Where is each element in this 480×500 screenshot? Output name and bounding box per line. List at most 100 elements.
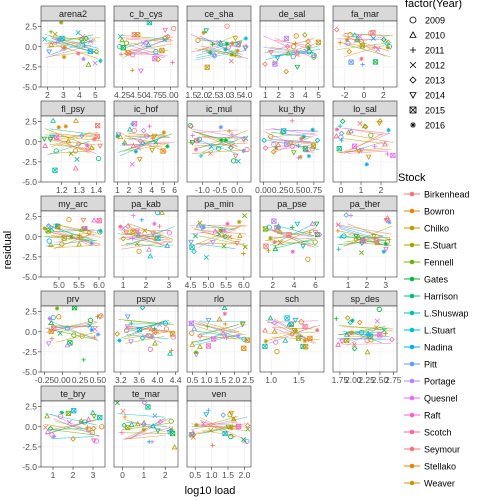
trend-line: [196, 43, 241, 56]
x-tick-label: 0.25: [72, 375, 89, 385]
data-point: [236, 423, 242, 429]
data-point: [210, 443, 215, 448]
data-point: [262, 226, 269, 232]
data-point: [124, 327, 130, 333]
trend-line: [342, 343, 392, 345]
data-point: [208, 427, 214, 433]
data-point: [189, 140, 196, 146]
data-point: [291, 328, 298, 334]
data-point: [81, 357, 86, 363]
trend-line: [199, 320, 242, 323]
data-point: [357, 34, 363, 40]
data-point: [59, 241, 65, 247]
x-tick-label: 2: [163, 470, 168, 480]
x-tick-label: 2.0: [197, 90, 209, 100]
data-point: [189, 341, 196, 347]
x-tick-label: 2: [381, 90, 386, 100]
data-point: [298, 319, 304, 325]
data-point: [335, 228, 341, 234]
data-point: [78, 36, 85, 43]
data-point: [45, 223, 52, 229]
x-tick-label: 4: [303, 90, 308, 100]
data-point: [296, 155, 301, 160]
data-point: [203, 412, 210, 418]
panel-border: [113, 400, 179, 468]
data-point: [387, 219, 392, 225]
data-point: [168, 418, 174, 424]
data-point: [335, 222, 341, 228]
trend-line: [266, 132, 315, 138]
data-point: [243, 36, 249, 41]
trend-line: [125, 226, 175, 247]
legend-stock-label: Portage: [424, 377, 456, 387]
legend-stock-label: Raft: [424, 411, 441, 421]
x-tick-label: 4: [149, 185, 154, 195]
data-point: [90, 425, 97, 432]
data-point: [80, 34, 86, 40]
data-point: [97, 143, 103, 149]
legend-stock-item: Fennell: [404, 258, 454, 268]
y-tick-label: -5.0: [22, 367, 37, 377]
x-tick-label: 0.25: [272, 185, 289, 195]
data-point: [296, 143, 301, 149]
legend-stock-swatch-dot: [409, 208, 415, 214]
data-point: [83, 35, 89, 42]
data-point: [117, 44, 123, 50]
data-point: [277, 239, 283, 245]
legend-stock-label: Nadina: [424, 343, 453, 353]
legend-stock-item: Seymour: [404, 445, 460, 455]
data-point: [383, 246, 389, 253]
legend-stock-swatch-dot: [409, 191, 415, 197]
data-point: [55, 224, 61, 230]
x-tick-label: 1: [121, 280, 126, 290]
legend-stock-item: Nadina: [404, 343, 453, 353]
panel-background: [260, 306, 324, 372]
data-point: [46, 49, 53, 55]
data-point: [130, 228, 136, 234]
data-point: [338, 234, 344, 240]
data-point: [343, 212, 349, 218]
data-point: [195, 37, 201, 43]
facet-panel-ic_mul: ic_mul -1.0 -0.5 0.0: [186, 100, 252, 195]
x-tick-label: 1.3: [73, 185, 85, 195]
trend-line: [342, 138, 390, 145]
legend-stock-item: L.Shuswap: [404, 309, 469, 319]
x-tick-label: 2.00: [345, 375, 362, 385]
data-point: [348, 128, 354, 134]
trend-line: [192, 149, 247, 155]
data-point: [241, 345, 247, 351]
trend-line: [269, 229, 315, 241]
x-tick-label: 4.4: [170, 375, 182, 385]
legend-year-label: 2009: [425, 16, 445, 26]
y-tick-label: 0.0: [25, 327, 37, 337]
panel-background: [41, 116, 105, 182]
data-point: [231, 416, 237, 422]
data-point: [134, 241, 140, 247]
data-point: [136, 248, 142, 254]
trend-line: [49, 232, 92, 238]
data-point: [150, 231, 156, 237]
data-point: [376, 306, 382, 312]
legend-year-label: 2011: [425, 46, 444, 56]
data-point: [203, 254, 209, 260]
panel-marks: [42, 216, 103, 250]
legend-stock-item: Quesnel: [404, 394, 458, 404]
panel-marks: [187, 122, 250, 164]
trend-line: [192, 319, 246, 341]
legend-stock-item: Stellako: [404, 462, 456, 472]
data-point: [266, 248, 271, 253]
data-point: [235, 158, 241, 164]
data-point: [373, 324, 379, 330]
legend-year-item: 2016: [410, 121, 445, 131]
data-point: [242, 45, 249, 51]
y-tick-label: -5.0: [22, 177, 37, 187]
data-point: [225, 424, 232, 430]
facet-strip-label: ic_hof: [134, 104, 159, 114]
data-point: [362, 123, 369, 130]
data-point: [147, 123, 152, 129]
data-point: [136, 231, 141, 236]
data-point: [358, 250, 364, 256]
data-point: [162, 27, 169, 34]
data-point: [65, 138, 72, 144]
data-point: [136, 157, 143, 163]
